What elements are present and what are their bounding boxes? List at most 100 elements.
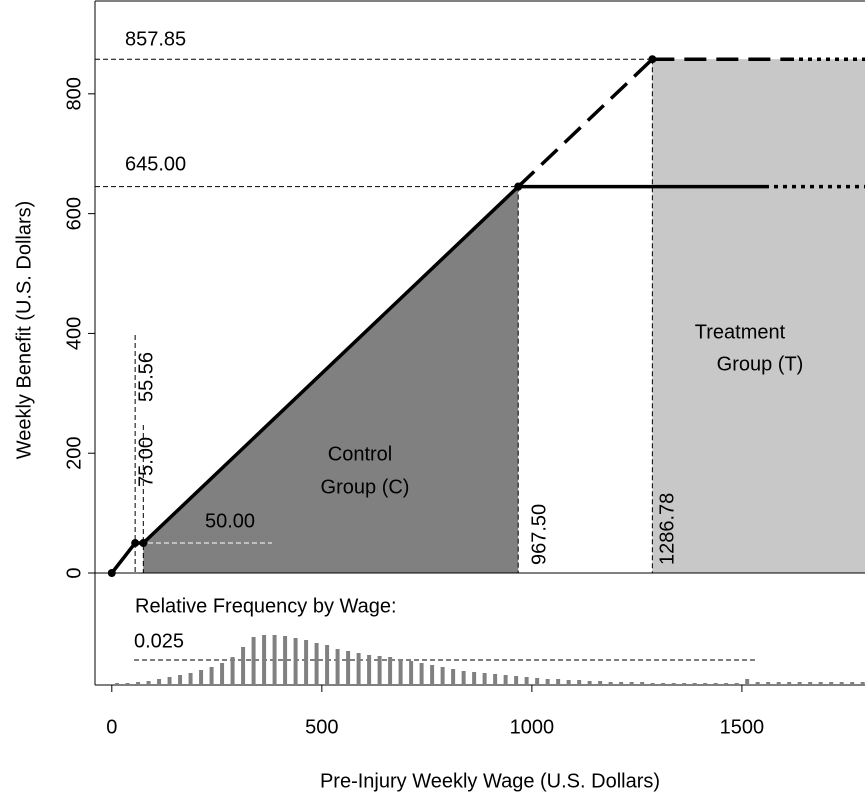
kink-point — [107, 569, 116, 577]
histogram-bar — [629, 682, 634, 685]
histogram-bar — [293, 638, 298, 685]
histogram-bar — [283, 636, 288, 685]
kink-point — [514, 182, 523, 191]
histogram-bar — [272, 635, 277, 685]
histogram-bar — [440, 667, 445, 685]
histogram-bar — [734, 683, 739, 685]
histogram-bar — [136, 682, 141, 685]
histogram-bar — [503, 675, 508, 685]
histogram-bar — [650, 683, 655, 685]
histogram-bar — [209, 667, 214, 685]
histogram-bar — [860, 682, 865, 685]
reference-label: 55.56 — [135, 352, 157, 402]
x-tick-label: 500 — [305, 716, 338, 738]
histogram-bar — [566, 680, 571, 685]
histogram-bar — [230, 657, 235, 685]
x-tick-label: 1500 — [720, 716, 765, 738]
y-tick-label: 400 — [63, 317, 85, 350]
histogram-bar — [325, 645, 330, 685]
histogram-bar — [115, 683, 120, 685]
histogram-bar — [493, 674, 498, 685]
x-tick-label: 0 — [106, 716, 117, 738]
histogram-bar — [608, 682, 613, 685]
histogram-bar — [335, 649, 340, 685]
histogram-bar — [755, 682, 760, 685]
histogram-bar — [461, 671, 466, 685]
histogram-bar — [367, 655, 372, 685]
reference-label: 75.00 — [135, 437, 157, 487]
histogram-bar — [388, 657, 393, 685]
y-axis-label: Weekly Benefit (U.S. Dollars) — [13, 201, 35, 460]
histogram-bar — [682, 683, 687, 685]
histogram-bar — [199, 670, 204, 685]
histogram-bar — [692, 683, 697, 685]
y-tick-label: 0 — [63, 567, 85, 578]
histogram-bar — [839, 682, 844, 685]
histogram-bar — [398, 659, 403, 685]
region-label: Control — [328, 443, 392, 465]
histogram-bar — [577, 680, 582, 685]
histogram-bar — [146, 681, 151, 685]
y-tick-label: 600 — [63, 197, 85, 230]
histogram-bar — [430, 665, 435, 685]
benefit-line — [110, 185, 520, 575]
reference-label: 857.85 — [125, 28, 186, 50]
reference-label: 1286.78 — [656, 493, 678, 565]
histogram-bar — [409, 661, 414, 685]
histogram-bar — [671, 683, 676, 685]
histogram-bar — [598, 681, 603, 685]
histogram-bar — [850, 682, 855, 685]
reference-label: 0.025 — [134, 630, 184, 652]
region-label: Treatment — [695, 321, 786, 343]
histogram-bar — [766, 682, 771, 685]
control-region — [143, 186, 519, 573]
treatment-region — [652, 59, 865, 573]
x-tick-label: 1000 — [510, 716, 555, 738]
kink-point — [139, 539, 148, 548]
histogram-bar — [808, 682, 813, 685]
histogram-bar — [472, 672, 477, 685]
histogram-bar — [787, 682, 792, 685]
histogram-bar — [524, 677, 529, 685]
histogram-bar — [251, 637, 256, 685]
histogram-bar — [514, 676, 519, 685]
reference-label: 50.00 — [205, 510, 255, 532]
kink-point — [648, 55, 657, 64]
histogram-bar — [661, 683, 666, 685]
kink-point — [131, 539, 140, 548]
histogram-bar — [346, 651, 351, 685]
region-label: Group (C) — [321, 476, 410, 498]
histogram-bar — [377, 656, 382, 685]
panel-title: Relative Frequency by Wage: — [135, 595, 397, 617]
histogram-bar — [304, 640, 309, 685]
histogram-bar — [713, 683, 718, 685]
histogram-bar — [724, 683, 729, 685]
histogram-bar — [314, 643, 319, 685]
histogram-bar — [188, 673, 193, 685]
histogram-bar — [818, 682, 823, 685]
histogram-bar — [556, 679, 561, 685]
histogram-bar — [220, 663, 225, 685]
x-axis-label: Pre-Injury Weekly Wage (U.S. Dollars) — [320, 770, 660, 792]
histogram-bar — [178, 675, 183, 685]
y-tick-label: 800 — [63, 77, 85, 110]
histogram-bar — [776, 682, 781, 685]
histogram-bar — [587, 681, 592, 685]
histogram-bar — [545, 679, 550, 685]
histogram-bar — [797, 682, 802, 685]
histogram-bar — [419, 663, 424, 685]
histogram-bar — [262, 635, 267, 685]
region-label: Group (T) — [717, 353, 804, 375]
histogram-bar — [356, 653, 361, 685]
histogram-bar — [640, 682, 645, 685]
reference-label: 645.00 — [125, 153, 186, 175]
histogram-bar — [829, 682, 834, 685]
histogram-bar — [451, 669, 456, 685]
histogram-bar — [125, 683, 130, 685]
y-tick-label: 200 — [63, 437, 85, 470]
histogram-bar — [167, 677, 172, 685]
histogram-bar — [535, 678, 540, 685]
histogram-bar — [703, 683, 708, 685]
benefit-line — [517, 57, 654, 188]
